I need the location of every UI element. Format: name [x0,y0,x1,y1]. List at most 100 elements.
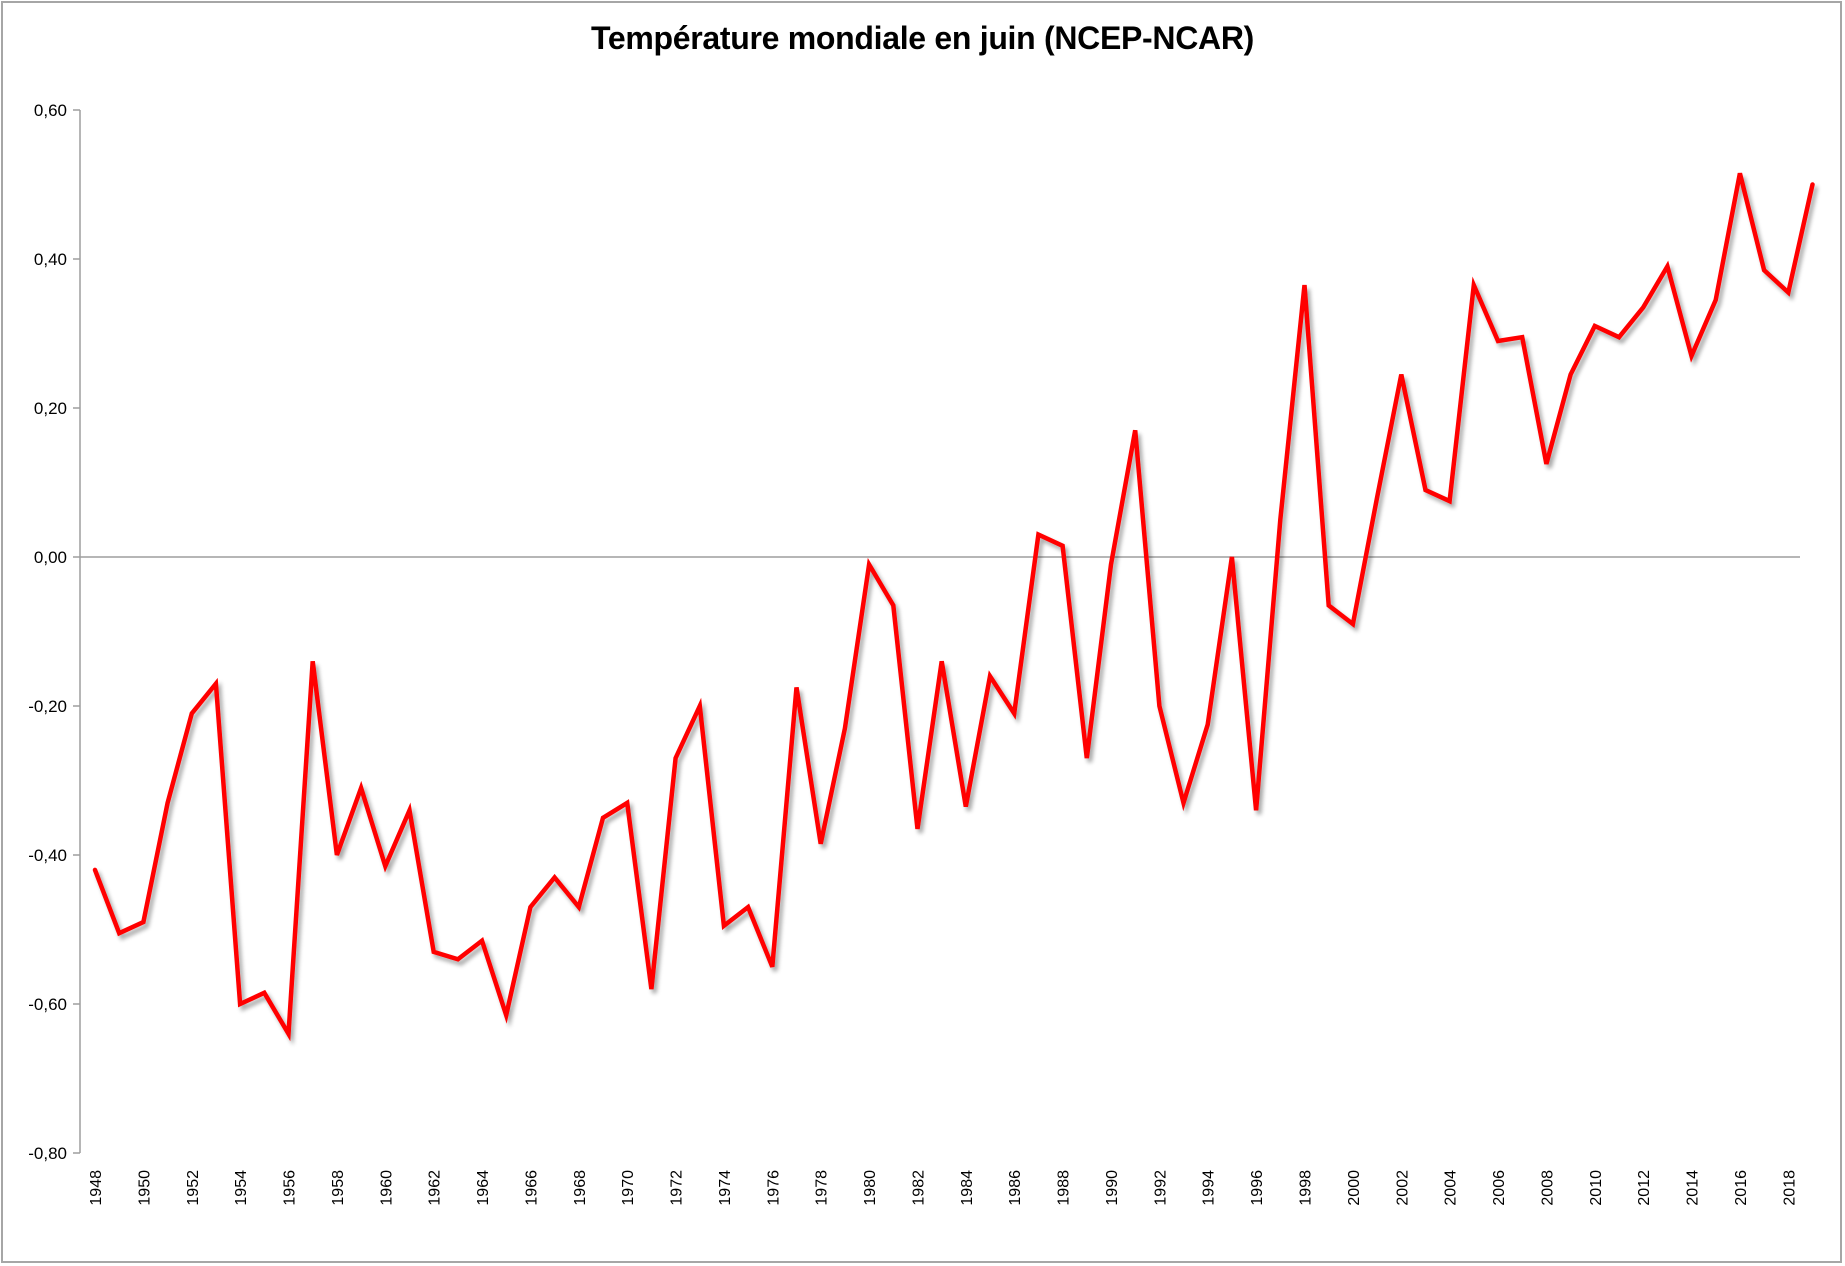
data-point-1985 [987,673,993,679]
data-point-1959 [358,785,364,791]
data-point-1966 [527,904,533,910]
data-point-2002 [1398,372,1404,378]
data-point-1978 [818,841,824,847]
data-point-1983 [939,658,945,664]
data-point-1996 [1253,807,1259,813]
x-tick-label: 1956 [282,1170,299,1206]
x-tick-label: 1994 [1201,1170,1218,1206]
x-tick-label: 2006 [1491,1170,1508,1206]
data-point-1960 [382,863,388,869]
data-point-1965 [503,1012,509,1018]
data-point-1982 [915,826,921,832]
data-point-2000 [1350,621,1356,627]
x-tick-label: 1964 [475,1170,492,1206]
x-tick-label: 2016 [1733,1170,1750,1206]
data-point-1954 [237,1001,243,1007]
data-point-1972 [673,755,679,761]
data-point-1981 [890,602,896,608]
data-point-1986 [1011,710,1017,716]
x-tick-label: 1960 [378,1170,395,1206]
data-point-2013 [1664,263,1670,269]
data-point-2018 [1785,290,1791,296]
y-tick-label: -0,40 [28,846,67,865]
x-tick-label: 1992 [1152,1170,1169,1206]
x-tick-label: 1974 [717,1170,734,1206]
data-point-1997 [1277,517,1283,523]
data-point-2017 [1761,267,1767,273]
data-point-1991 [1132,427,1138,433]
data-point-1950 [140,919,146,925]
data-point-1974 [721,923,727,929]
x-tick-label: 1970 [620,1170,637,1206]
x-tick-label: 1986 [1007,1170,1024,1206]
data-point-1953 [213,681,219,687]
y-axis: 0,60 0,40 0,20 0,00 -0,20 -0,40 -0,60 -0,80 [28,101,81,1163]
x-tick-label: 1966 [523,1170,540,1206]
x-tick-label: 1950 [136,1170,153,1206]
data-point-1956 [286,1031,292,1037]
data-point-2009 [1568,372,1574,378]
data-point-1964 [479,938,485,944]
data-point-1976 [769,964,775,970]
data-point-1968 [576,904,582,910]
x-tick-label: 1962 [427,1170,444,1206]
data-point-1955 [261,990,267,996]
data-point-1989 [1084,755,1090,761]
x-tick-label: 2018 [1781,1170,1798,1206]
data-point-1962 [431,949,437,955]
x-tick-label: 2014 [1685,1170,1702,1206]
data-point-2016 [1737,170,1743,176]
x-tick-label: 1978 [814,1170,831,1206]
data-point-1958 [334,852,340,858]
y-tick-label: -0,20 [28,697,67,716]
data-point-1967 [552,874,558,880]
x-axis: 1948 1950 1952 1954 1956 1958 1960 1962 1964 1966… [80,556,1800,1206]
data-point-1949 [116,930,122,936]
x-tick-label: 1958 [330,1170,347,1206]
x-tick-label: 1972 [669,1170,686,1206]
data-point-1951 [165,800,171,806]
data-point-1990 [1108,562,1114,568]
x-tick-label: 2002 [1394,1170,1411,1206]
data-point-2010 [1592,323,1598,329]
data-point-1957 [310,658,316,664]
data-point-1998 [1302,282,1308,288]
data-point-1977 [794,684,800,690]
data-point-2001 [1374,494,1380,500]
chart-title: Température mondiale en juin (NCEP-NCAR) [590,20,1255,56]
data-point-1970 [624,800,630,806]
x-tick-label: 1976 [765,1170,782,1206]
data-point-1969 [600,815,606,821]
data-point-1973 [697,703,703,709]
data-point-1963 [455,956,461,962]
data-point-2006 [1495,338,1501,344]
x-tick-label: 1948 [88,1170,105,1206]
x-tick-label: 1968 [572,1170,589,1206]
data-point-1993 [1181,800,1187,806]
data-point-1987 [1035,532,1041,538]
data-point-1988 [1060,543,1066,549]
data-point-2004 [1447,498,1453,504]
data-point-1961 [407,807,413,813]
y-tick-label: 0,40 [34,250,67,269]
x-tick-label: 1980 [862,1170,879,1206]
x-tick-label: 1952 [185,1170,202,1206]
data-point-2019 [1810,182,1816,188]
x-tick-label: 2000 [1346,1170,1363,1206]
x-tick-label: 2008 [1539,1170,1556,1206]
data-point-2012 [1640,304,1646,310]
x-tick-label: 2004 [1443,1170,1460,1206]
series-line-0 [92,172,1815,1042]
data-point-2015 [1713,297,1719,303]
data-point-2007 [1519,334,1525,340]
data-point-1995 [1229,554,1235,560]
data-point-1979 [842,725,848,731]
x-tick-label: 2010 [1588,1170,1605,1206]
data-point-2008 [1543,461,1549,467]
series-layer [92,170,1816,1042]
x-tick-label: 1984 [959,1170,976,1206]
x-tick-label: 2012 [1636,1170,1653,1206]
data-point-1948 [92,867,98,873]
